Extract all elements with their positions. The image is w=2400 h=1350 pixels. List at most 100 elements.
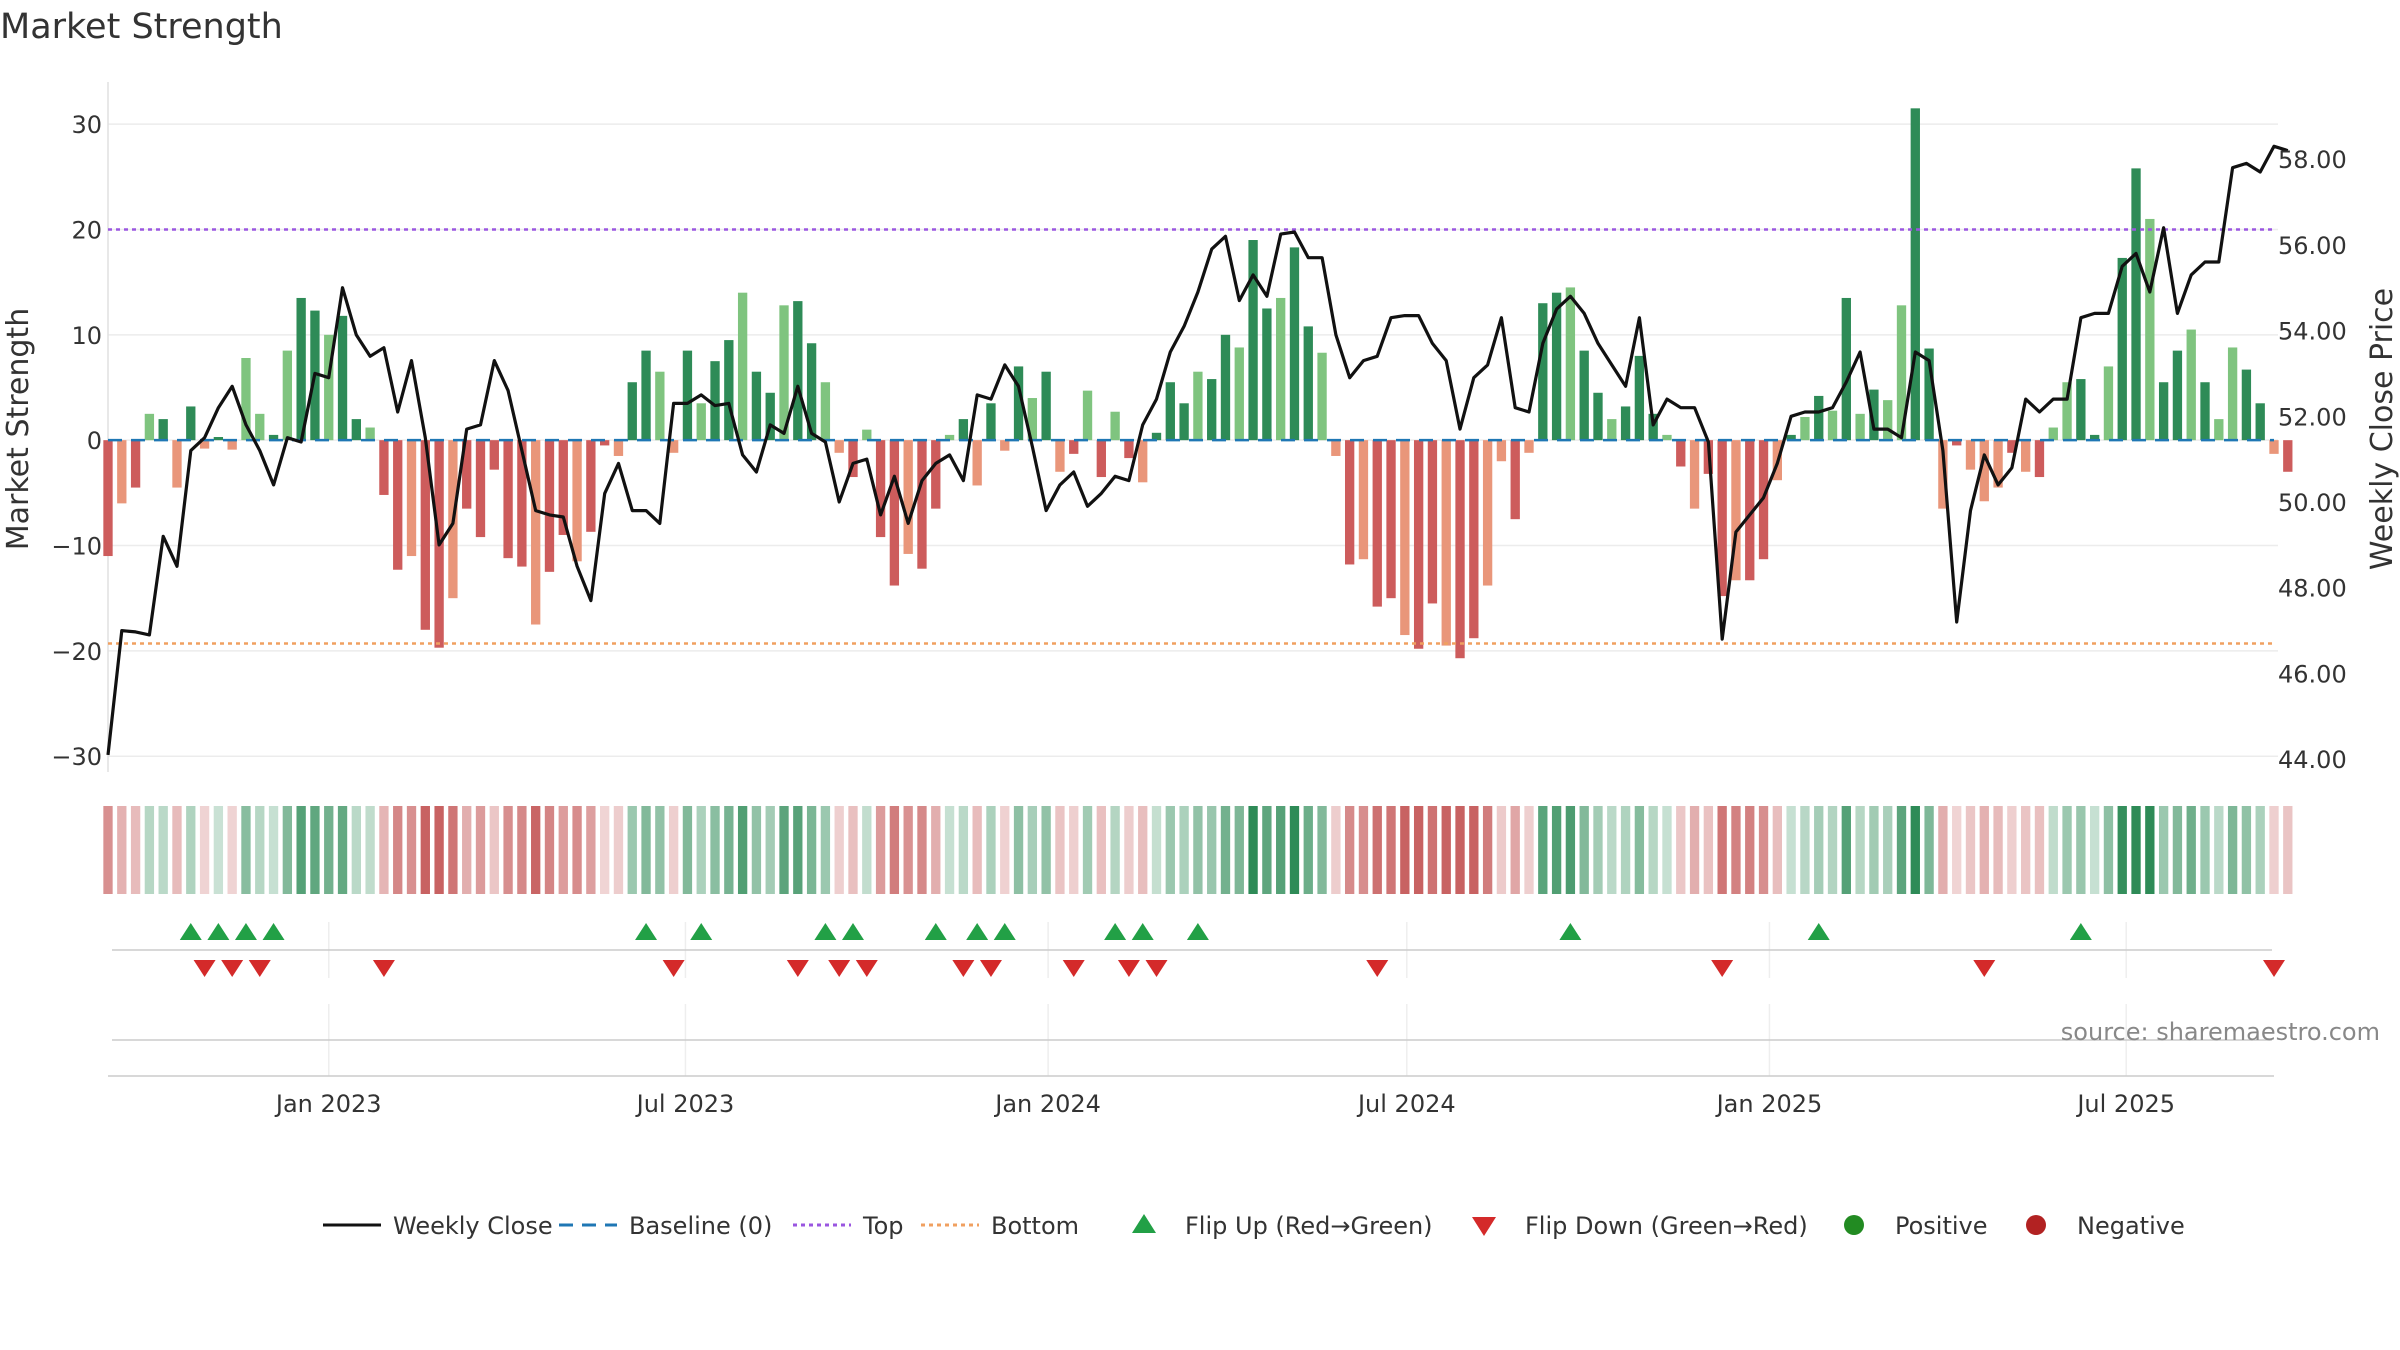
heat-cell <box>627 806 637 894</box>
heat-cell <box>172 806 182 894</box>
date-axis-panel: Jan 2023 Jul 2023 Jan 2024 Jul 2024 Jan 2025… <box>108 1004 2274 1118</box>
heat-cell <box>1276 806 1286 894</box>
strength-bar <box>779 305 789 441</box>
strength-bar <box>1124 440 1134 459</box>
left-tick-label: 10 <box>71 322 102 350</box>
heat-cell <box>393 806 403 894</box>
heat-cell <box>1496 806 1507 894</box>
heat-cell <box>1179 806 1189 894</box>
heat-cell <box>144 806 155 894</box>
strength-bar <box>420 440 430 630</box>
heat-cell <box>613 806 624 894</box>
strength-bar <box>2145 218 2155 441</box>
flip-down-marker <box>662 960 685 977</box>
legend-swatch <box>1844 1215 1864 1235</box>
heat-cell <box>199 806 210 894</box>
heat-cell <box>2131 806 2141 894</box>
heat-cell <box>103 806 113 894</box>
heat-cell <box>1013 806 1024 894</box>
strength-bar <box>130 440 141 488</box>
heat-cell <box>572 806 582 894</box>
strength-bar <box>1676 440 1686 467</box>
heat-cell <box>1579 806 1589 894</box>
strength-bar <box>1524 440 1534 453</box>
heat-cell <box>503 806 513 894</box>
right-tick-label: 58.00 <box>2278 146 2347 174</box>
strength-bar <box>793 301 803 441</box>
strength-bar <box>958 419 969 441</box>
heat-cell <box>1110 806 1120 894</box>
strength-bar <box>503 440 513 559</box>
x-tick-label: Jan 2025 <box>1715 1090 1823 1118</box>
strength-bars <box>103 108 2293 659</box>
heat-cell <box>475 806 486 894</box>
strength-bar <box>1055 440 1065 472</box>
strength-bar <box>2214 419 2224 441</box>
strength-bar <box>572 440 582 562</box>
strength-bar <box>1041 371 1051 441</box>
strength-bar <box>1538 303 1548 441</box>
flip-up-marker <box>635 923 658 940</box>
heat-cell <box>1979 806 1989 894</box>
legend-label: Flip Down (Green→Red) <box>1525 1212 1808 1240</box>
heat-cell <box>434 806 444 894</box>
strength-bar <box>724 340 734 441</box>
heat-cell <box>1372 806 1382 894</box>
x-tick-label: Jul 2025 <box>2075 1090 2175 1118</box>
strength-bar <box>1151 432 1162 441</box>
heat-cell <box>737 806 748 894</box>
strength-bar <box>613 440 624 456</box>
heat-cell <box>1220 806 1231 894</box>
heat-cell <box>1344 806 1355 894</box>
heat-cell <box>2255 806 2265 894</box>
heat-cell <box>765 806 775 894</box>
right-tick-label: 48.00 <box>2278 575 2347 603</box>
flip-down-marker <box>786 960 809 977</box>
heat-cell <box>1510 806 1520 894</box>
flip-down-marker <box>248 960 271 977</box>
strength-bar <box>1386 440 1396 599</box>
heat-cell <box>2186 806 2196 894</box>
strength-bar <box>1634 355 1645 441</box>
heat-cell <box>779 806 789 894</box>
heat-cell <box>1634 806 1645 894</box>
strength-bar <box>1207 379 1217 441</box>
strength-bar <box>241 358 251 441</box>
heat-cell <box>351 806 361 894</box>
strength-bar <box>586 440 596 532</box>
strength-bar <box>765 392 775 441</box>
heat-cell <box>944 806 955 894</box>
reference-lines <box>108 228 2274 645</box>
right-tick-label: 50.00 <box>2278 489 2347 517</box>
heat-cell <box>1331 806 1341 894</box>
strength-bar <box>1510 440 1520 520</box>
left-axis-ticks: 30 20 10 0 −10 −20 −30 <box>51 111 102 771</box>
heat-cell <box>1938 806 1948 894</box>
strength-bar <box>889 440 900 586</box>
strength-bar <box>1400 440 1410 636</box>
flip-up-marker <box>1104 923 1127 940</box>
flip-up-marker <box>841 923 864 940</box>
legend-swatch <box>1132 1214 1156 1233</box>
strength-bar <box>1469 440 1479 639</box>
strength-bar <box>1069 440 1079 454</box>
strength-bar <box>1276 297 1286 441</box>
grid-layer <box>107 82 2278 772</box>
heat-cell <box>1124 806 1134 894</box>
strength-bar <box>199 440 210 449</box>
strength-bar <box>517 440 527 567</box>
heat-cell <box>1676 806 1686 894</box>
strength-bar <box>1358 440 1369 560</box>
strength-bar <box>1689 440 1700 509</box>
legend-item: Flip Down (Green→Red) <box>1472 1212 1808 1240</box>
legend: Weekly Close Baseline (0) Top Bottom Flip Up… <box>323 1212 2185 1240</box>
heat-cell <box>310 806 320 894</box>
flip-up-marker <box>1807 923 1830 940</box>
heat-cell <box>1883 806 1893 894</box>
x-tick-label: Jul 2023 <box>635 1090 735 1118</box>
strength-bar <box>848 440 858 478</box>
left-tick-label: −30 <box>51 743 102 771</box>
heat-cell <box>324 806 334 894</box>
heat-cell <box>1234 806 1244 894</box>
strength-bar <box>2283 440 2293 472</box>
